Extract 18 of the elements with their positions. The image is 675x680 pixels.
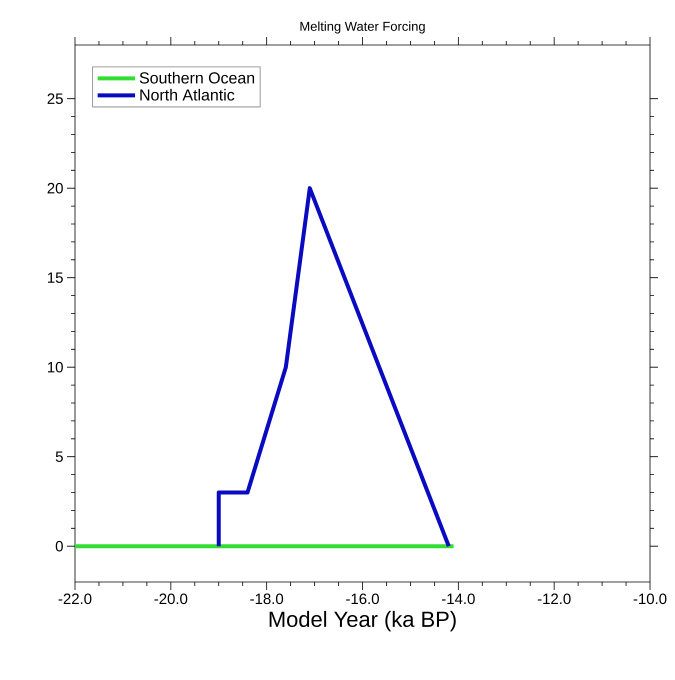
x-tick-label: -16.0 xyxy=(346,594,379,604)
line-series xyxy=(216,186,451,548)
x-tick-label: -18.0 xyxy=(250,594,284,604)
y-tick-label: 10 xyxy=(48,362,63,372)
x-tick-label: -22.0 xyxy=(58,594,92,604)
y-tick-label: 20 xyxy=(48,182,63,194)
x-tick-label: -12.0 xyxy=(538,594,571,604)
y-tick-label: 0 xyxy=(56,540,63,552)
legend-label: Southern Ocean xyxy=(140,72,254,84)
y-tick-label: 25 xyxy=(48,93,63,104)
x-tick-label: -14.0 xyxy=(442,594,475,604)
x-axis-title: Model Year (ka BP) xyxy=(270,610,456,632)
x-tick-label: -10.0 xyxy=(634,594,666,604)
y-tick-label: 5 xyxy=(56,451,63,462)
x-tick-label: -20.0 xyxy=(154,594,188,604)
legend-label: North Atlantic xyxy=(140,88,234,101)
y-tick-label: 15 xyxy=(48,272,63,283)
chart-title: Melting Water Forcing xyxy=(300,21,425,34)
